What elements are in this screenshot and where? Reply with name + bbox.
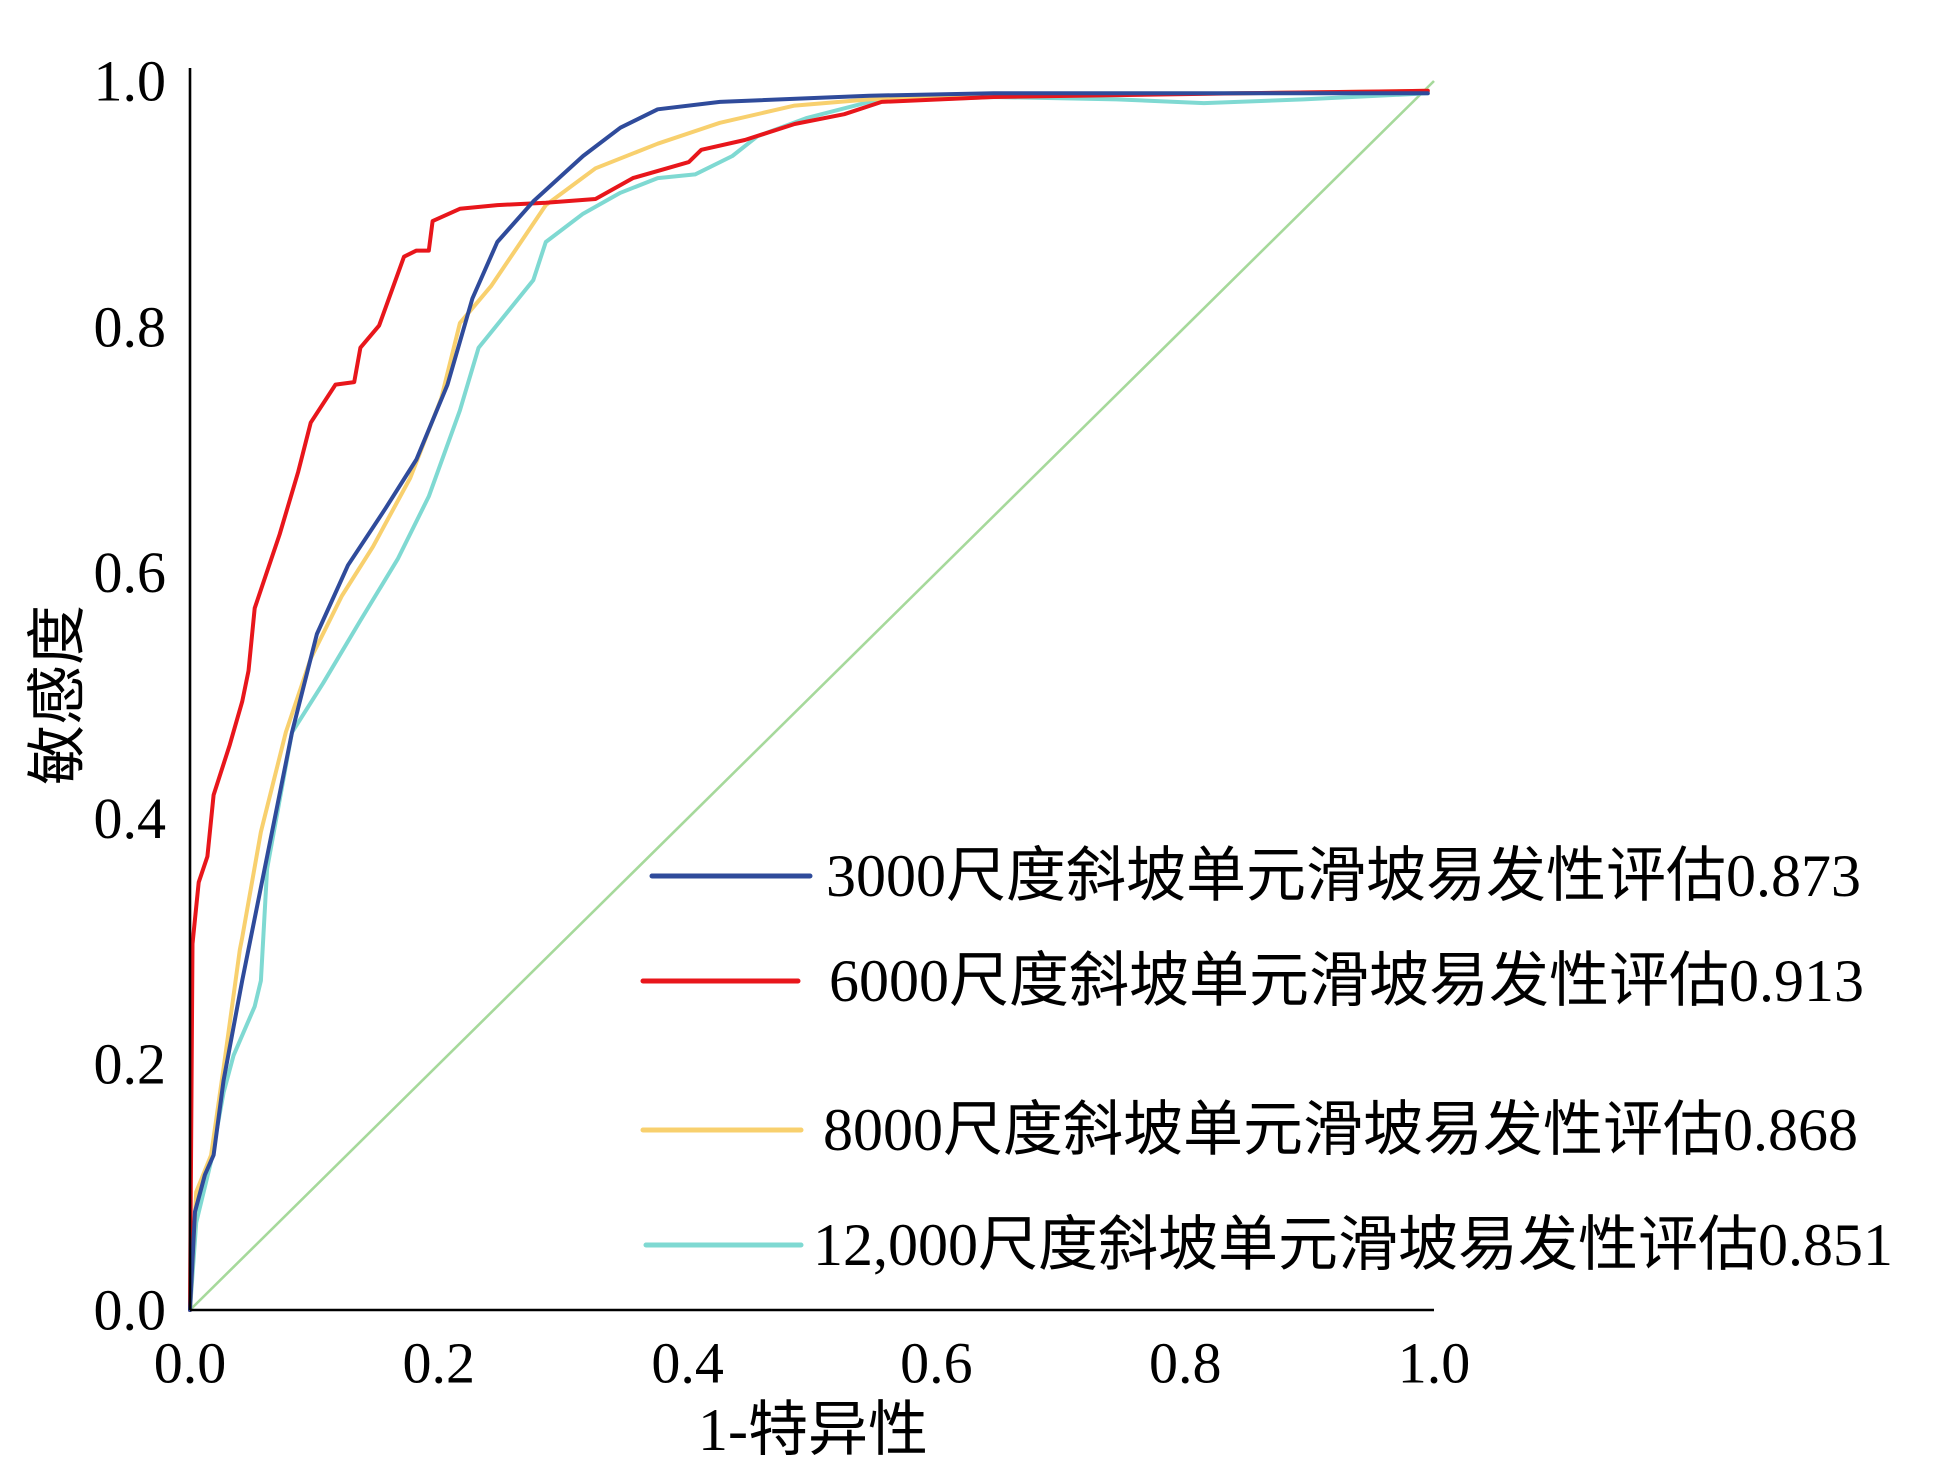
reference-diagonal-line bbox=[189, 80, 1435, 1311]
legend-label: 8000尺度斜坡单元滑坡易发性评估0.868 bbox=[823, 1097, 1858, 1163]
plot-area bbox=[188, 80, 1435, 1312]
axes bbox=[188, 68, 1434, 1312]
legend-label: 3000尺度斜坡单元滑坡易发性评估0.873 bbox=[826, 843, 1861, 909]
legend-label: 6000尺度斜坡单元滑坡易发性评估0.913 bbox=[829, 948, 1864, 1014]
y-tick-label: 0.4 bbox=[94, 786, 167, 851]
legend: 3000尺度斜坡单元滑坡易发性评估0.873 6000尺度斜坡单元滑坡易发性评估0… bbox=[640, 843, 1893, 1278]
y-tick-label: 0.0 bbox=[94, 1278, 167, 1343]
y-tick-label: 0.6 bbox=[94, 540, 167, 605]
legend-label: 12,000尺度斜坡单元滑坡易发性评估0.851 bbox=[813, 1212, 1893, 1278]
x-tick-label: 0.2 bbox=[403, 1331, 476, 1396]
x-tick-label: 0.0 bbox=[154, 1331, 227, 1396]
legend-entry: 12,000尺度斜坡单元滑坡易发性评估0.851 bbox=[643, 1212, 1893, 1278]
legend-entry: 8000尺度斜坡单元滑坡易发性评估0.868 bbox=[640, 1097, 1858, 1163]
y-tick-label: 1.0 bbox=[94, 49, 167, 114]
legend-entry: 3000尺度斜坡单元滑坡易发性评估0.873 bbox=[649, 843, 1861, 909]
legend-entry: 6000尺度斜坡单元滑坡易发性评估0.913 bbox=[640, 948, 1864, 1014]
roc-curve-series-2 bbox=[188, 88, 1430, 1312]
roc-curve-series-4 bbox=[188, 91, 1430, 1312]
y-tick-label: 0.2 bbox=[94, 1032, 167, 1097]
roc-curve-series-1 bbox=[188, 91, 1430, 1312]
y-tick-label: 0.8 bbox=[94, 294, 167, 359]
x-tick-label: 0.4 bbox=[651, 1331, 724, 1396]
x-tick-label: 0.8 bbox=[1149, 1331, 1222, 1396]
x-tick-label: 0.6 bbox=[900, 1331, 973, 1396]
y-axis-title: 敏感度 bbox=[25, 605, 91, 785]
x-axis-title: 1-特异性 bbox=[698, 1397, 928, 1463]
x-tick-label: 1.0 bbox=[1398, 1331, 1471, 1396]
tick-labels: 0.0 0.2 0.4 0.6 0.8 1.0 0.0 0.2 0.4 0.6 0.8 1.0 bbox=[94, 49, 1471, 1396]
